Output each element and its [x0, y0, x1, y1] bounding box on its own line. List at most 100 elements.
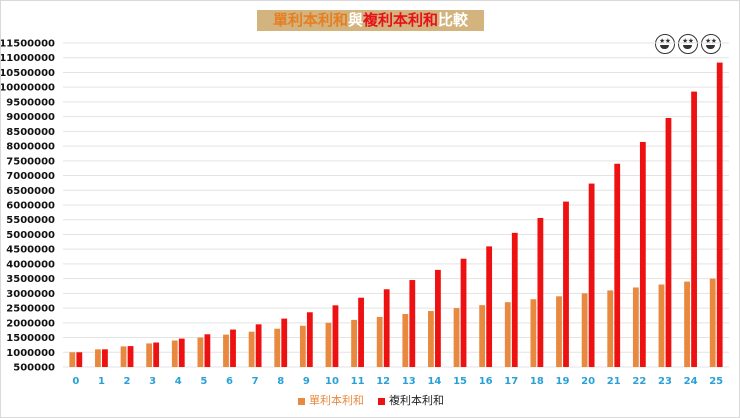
bar-simple [530, 299, 537, 367]
x-tick-label: 6 [226, 376, 233, 387]
bar-compound [102, 349, 108, 367]
bar-compound [588, 183, 595, 367]
x-tick-label: 16 [479, 376, 493, 387]
x-tick-label: 3 [149, 376, 156, 387]
y-tick-label: 9000000 [6, 112, 55, 123]
x-tick-label: 25 [709, 376, 723, 387]
bar-simple [658, 284, 665, 367]
bar-simple [632, 287, 639, 367]
star-struck-emoji-icon: ★ ★ [701, 34, 721, 54]
x-tick-label: 10 [325, 376, 339, 387]
x-tick-label: 22 [632, 376, 646, 387]
x-tick-label: 0 [72, 376, 79, 387]
bar-compound [383, 289, 390, 367]
y-tick-label: 3500000 [6, 274, 55, 285]
bar-simple [402, 313, 409, 367]
legend-swatch-compound [378, 397, 385, 405]
bar-compound [153, 342, 160, 367]
x-tick-label: 13 [402, 376, 416, 387]
bar-simple [95, 349, 101, 367]
y-tick-label: 4500000 [6, 245, 55, 256]
bar-compound [76, 352, 83, 367]
y-tick-label: 6500000 [6, 186, 55, 197]
legend-label-compound: 複利本利和 [389, 394, 444, 407]
bar-simple [607, 290, 614, 367]
bar-simple [709, 278, 716, 367]
x-tick-label: 2 [124, 376, 131, 387]
bar-compound [691, 91, 697, 368]
y-tick-label: 10000000 [1, 83, 55, 94]
y-tick-label: 5500000 [6, 215, 55, 226]
bar-compound [614, 163, 621, 367]
y-tick-label: 7000000 [6, 171, 55, 182]
bar-compound [665, 117, 672, 367]
x-tick-label: 24 [684, 376, 698, 387]
bar-simple [120, 346, 127, 367]
legend-label-simple: 單利本利和 [309, 394, 364, 407]
bar-compound [409, 280, 416, 367]
y-tick-label: 5000000 [6, 230, 55, 241]
x-tick-label: 18 [530, 376, 544, 387]
y-tick-label: 11000000 [1, 53, 55, 64]
bar-simple [171, 340, 178, 367]
x-tick-label: 4 [175, 376, 182, 387]
bar-compound [178, 338, 185, 367]
bar-compound [204, 334, 211, 367]
y-tick-label: 11500000 [1, 39, 55, 50]
star-struck-emoji-icon: ★ ★ [678, 34, 698, 54]
bar-simple [325, 322, 332, 367]
emoji-group: ★ ★ ★ ★ ★ ★ [655, 34, 721, 54]
y-tick-label: 1000000 [6, 348, 55, 359]
bar-compound [537, 217, 544, 367]
y-tick-label: 6000000 [6, 201, 55, 212]
x-tick-label: 17 [504, 376, 518, 387]
bar-simple [223, 334, 229, 367]
bar-compound [716, 62, 723, 367]
x-tick-label: 15 [453, 376, 467, 387]
title-compound-part: 複利本利和 [363, 11, 439, 29]
x-tick-label: 14 [427, 376, 441, 387]
x-tick-label: 12 [376, 376, 390, 387]
bar-simple [376, 316, 383, 367]
bar-compound [230, 329, 236, 367]
title-and-part: 與 [347, 11, 363, 29]
x-tick-label: 23 [658, 376, 672, 387]
bar-compound [281, 318, 288, 367]
bar-simple [453, 308, 460, 367]
legend-swatch-simple [298, 397, 305, 405]
y-tick-label: 2000000 [6, 318, 55, 329]
x-tick-label: 11 [351, 376, 365, 387]
x-tick-label: 1 [98, 376, 105, 387]
y-tick-label: 8500000 [6, 127, 55, 138]
legend-item-compound: 複利本利和 [378, 394, 444, 408]
x-tick-label: 7 [252, 376, 259, 387]
title-simple-part: 單利本利和 [272, 11, 348, 29]
bar-simple [197, 337, 204, 367]
bar-simple [274, 328, 281, 367]
y-tick-label: 3000000 [6, 289, 55, 300]
chart-legend: 單利本利和 複利本利和 [1, 394, 740, 408]
bar-compound [639, 141, 646, 367]
bar-simple [581, 293, 588, 367]
bar-compound [332, 305, 339, 367]
x-tick-label: 21 [607, 376, 621, 387]
x-tick-label: 20 [581, 376, 595, 387]
bar-simple [69, 352, 76, 367]
bar-simple [146, 343, 153, 367]
bar-simple [479, 305, 486, 367]
bar-simple [428, 311, 434, 367]
bar-simple [351, 319, 357, 367]
y-tick-label: 2500000 [6, 304, 55, 315]
bar-compound [255, 324, 262, 367]
bar-simple [684, 281, 690, 367]
legend-item-simple: 單利本利和 [298, 394, 364, 408]
bar-compound [306, 312, 313, 367]
x-tick-label: 19 [556, 376, 570, 387]
bar-compound [460, 258, 467, 367]
title-compare-part: 比較 [438, 11, 469, 29]
y-tick-label: 4000000 [6, 259, 55, 270]
bar-compound [358, 297, 364, 367]
x-tick-label: 5 [200, 376, 207, 387]
